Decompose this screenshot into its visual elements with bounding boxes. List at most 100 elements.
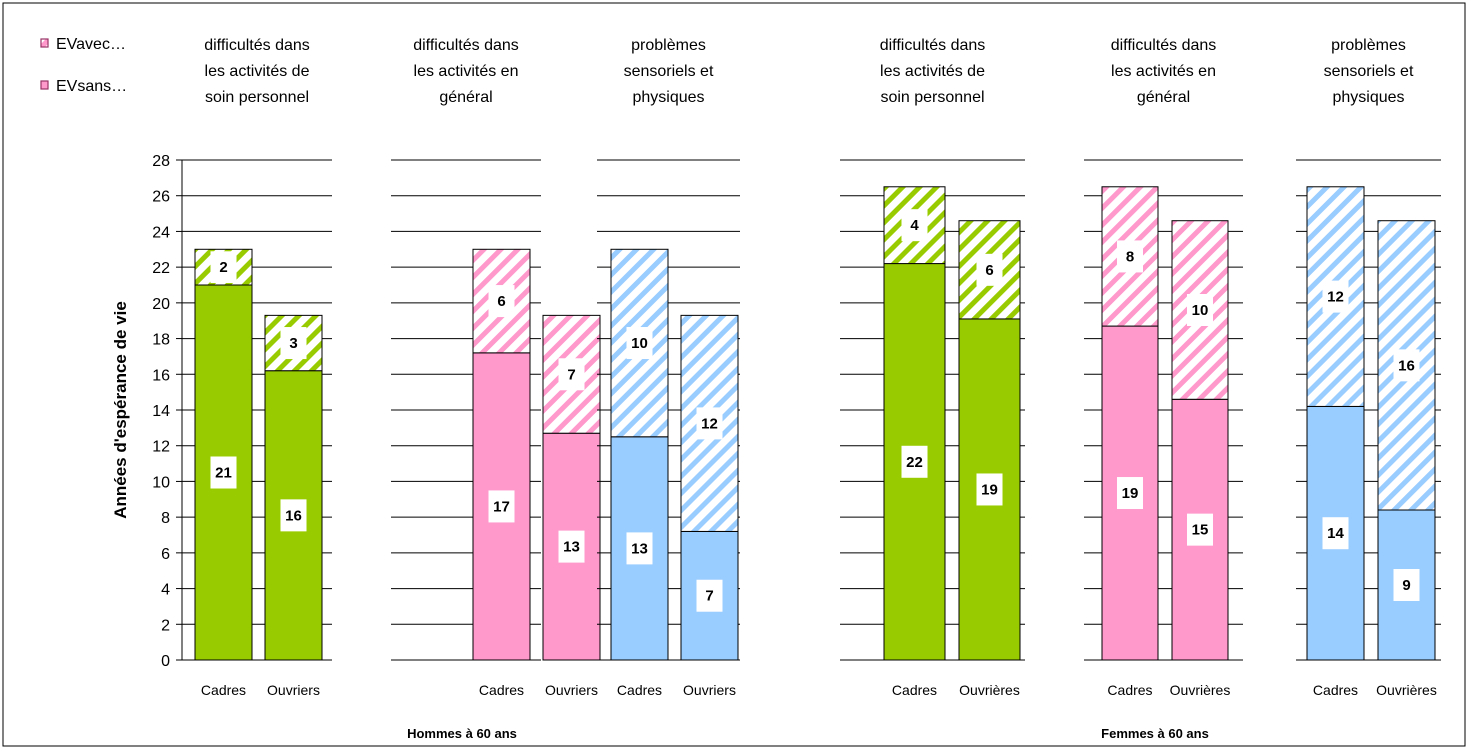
y-tick-label: 0 — [161, 653, 170, 670]
y-tick-label: 12 — [152, 439, 170, 456]
category-label: Cadres — [1313, 682, 1358, 698]
bar-segment-avec — [472, 248, 531, 354]
panel-title-line: difficultés dans — [204, 37, 310, 54]
value-label-box — [1187, 294, 1213, 326]
value-label-sans: 16 — [285, 507, 302, 524]
panel-title-line: soin personnel — [880, 89, 984, 106]
value-label-box — [210, 456, 237, 489]
group-1: Femmes à 60 ans difficultés dans les activ… — [840, 37, 1441, 741]
value-label-box — [210, 251, 237, 283]
value-label-box — [901, 209, 928, 242]
value-label-box — [901, 445, 928, 478]
panel-title-line: difficultés dans — [413, 37, 519, 54]
y-tick-label: 16 — [152, 367, 170, 384]
panel: difficultés dans les activités de soin per… — [182, 37, 332, 698]
panel-title-line: physiques — [1332, 89, 1404, 106]
value-label-box — [976, 253, 1003, 286]
panel-title-line: les activités en — [414, 63, 519, 80]
y-tick-label: 2 — [161, 617, 170, 634]
panel-title-line: sensoriels et — [1324, 63, 1414, 80]
value-label-sans: 9 — [1402, 577, 1410, 594]
y-tick-label: 6 — [161, 546, 170, 563]
value-label-avec: 16 — [1398, 357, 1415, 374]
y-tick-label: 22 — [152, 260, 170, 277]
y-tick-label: 20 — [152, 296, 170, 313]
panel: problèmes sensoriels et physiques 14 12 Cadre… — [1296, 37, 1441, 698]
value-label-box — [488, 490, 515, 523]
value-label-sans: 14 — [1327, 525, 1344, 542]
panel-title-line: difficultés dans — [1111, 37, 1217, 54]
value-label-avec: 4 — [910, 217, 919, 234]
y-tick-label: 24 — [152, 224, 170, 241]
panel-title-line: général — [1137, 89, 1190, 106]
legend-swatch — [40, 38, 49, 48]
group-title: Femmes à 60 ans — [1101, 726, 1209, 741]
value-label-sans: 17 — [493, 498, 510, 515]
category-label: Cadres — [892, 682, 937, 698]
category-label: Ouvriers — [267, 682, 320, 698]
y-axis-title: Années d'espérance de vie — [111, 301, 130, 519]
panel-title-line: physiques — [632, 89, 704, 106]
category-label: Ouvrières — [1170, 682, 1231, 698]
legend-swatch — [40, 80, 49, 90]
value-label-avec: 12 — [1327, 289, 1344, 306]
value-label-box — [488, 285, 515, 318]
bar-segment-sans — [680, 530, 739, 661]
legend: EVavec… EVsans… — [40, 36, 127, 95]
value-label-avec: 7 — [567, 366, 575, 383]
panel: problèmes sensoriels et physiques 13 10 Cadre… — [597, 37, 740, 698]
value-label-avec: 3 — [289, 335, 297, 352]
value-label-sans: 13 — [631, 540, 648, 557]
value-label-avec: 2 — [219, 259, 227, 276]
value-label-box — [1393, 569, 1420, 601]
panel-title-line: problèmes — [1331, 37, 1406, 54]
panel-title-line: les activités de — [205, 63, 310, 80]
category-label: Ouvrières — [1376, 682, 1437, 698]
y-tick-label: 18 — [152, 332, 170, 349]
panel: difficultés dans les activités de soin per… — [840, 37, 1025, 698]
panel-title-line: problèmes — [631, 37, 706, 54]
value-label-box — [558, 530, 585, 563]
value-label-box — [976, 473, 1003, 506]
y-tick-label: 28 — [152, 153, 170, 170]
panel: difficultés dans les activités en général 1… — [391, 37, 601, 698]
category-label: Ouvriers — [545, 682, 598, 698]
y-tick-label: 14 — [152, 403, 170, 420]
value-label-avec: 12 — [701, 415, 718, 432]
value-label-box — [280, 327, 307, 360]
value-label-box — [1117, 477, 1143, 510]
category-label: Cadres — [617, 682, 662, 698]
value-label-box — [696, 579, 723, 612]
y-tick-label: 26 — [152, 189, 170, 206]
group-title: Hommes à 60 ans — [407, 726, 517, 741]
panel-title-line: sensoriels et — [624, 63, 714, 80]
value-label-box — [558, 358, 585, 391]
value-label-sans: 15 — [1192, 522, 1209, 539]
panel-title-line: soin personnel — [205, 89, 309, 106]
value-label-sans: 21 — [215, 465, 232, 482]
category-label: Cadres — [1107, 682, 1152, 698]
value-label-avec: 8 — [1126, 248, 1134, 265]
value-label-box — [696, 407, 723, 440]
value-label-sans: 7 — [705, 588, 713, 605]
panel-title-line: les activités en — [1111, 63, 1216, 80]
panel-title-line: les activités de — [880, 63, 985, 80]
value-label-sans: 19 — [981, 481, 998, 498]
y-tick-label: 10 — [152, 474, 170, 491]
group-0: Hommes à 60 ans difficultés dans les activ… — [182, 37, 740, 741]
category-label: Ouvrières — [959, 682, 1020, 698]
category-label: Cadres — [201, 682, 246, 698]
value-label-avec: 6 — [497, 293, 505, 310]
value-label-box — [1322, 517, 1349, 550]
panel-title-line: difficultés dans — [880, 37, 986, 54]
value-label-avec: 10 — [1192, 302, 1209, 319]
value-label-sans: 22 — [906, 454, 923, 471]
value-label-sans: 19 — [1122, 485, 1139, 502]
y-tick-label: 4 — [161, 582, 170, 599]
category-label: Ouvriers — [683, 682, 736, 698]
value-label-box — [1393, 349, 1420, 382]
value-label-avec: 6 — [985, 262, 993, 279]
